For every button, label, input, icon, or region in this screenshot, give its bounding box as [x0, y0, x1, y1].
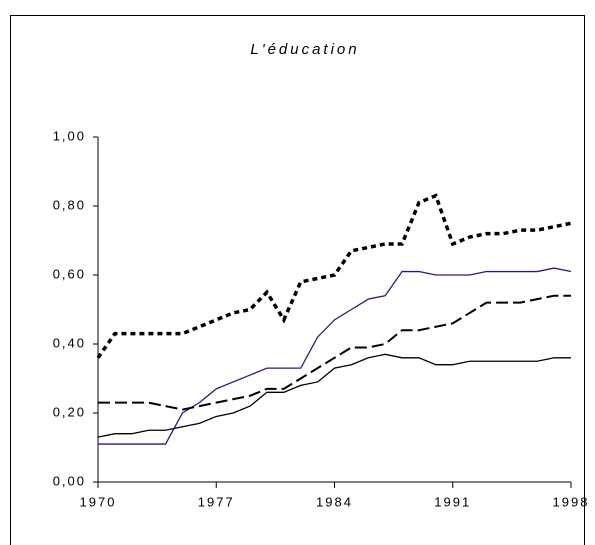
x-tick-label: 1991: [434, 494, 471, 509]
x-tick-label: 1984: [316, 494, 353, 509]
x-tick-label: 1977: [198, 494, 235, 509]
x-tick-label: 1998: [553, 494, 590, 509]
series-line: [98, 267, 572, 445]
y-tick-label: 0,40: [53, 335, 86, 350]
y-tick-label: 0,80: [53, 197, 86, 212]
chart-title: L'éducation: [250, 41, 359, 58]
chart-frame: [10, 15, 585, 545]
y-tick-label: 0,20: [53, 404, 86, 419]
series-line: [96, 193, 572, 359]
y-tick-label: 0,00: [53, 473, 86, 488]
series-line: [98, 294, 571, 411]
series-line: [97, 353, 571, 438]
x-tick-label: 1970: [80, 494, 117, 509]
y-tick-label: 0,60: [53, 266, 86, 281]
y-tick-label: 1,00: [53, 128, 86, 143]
